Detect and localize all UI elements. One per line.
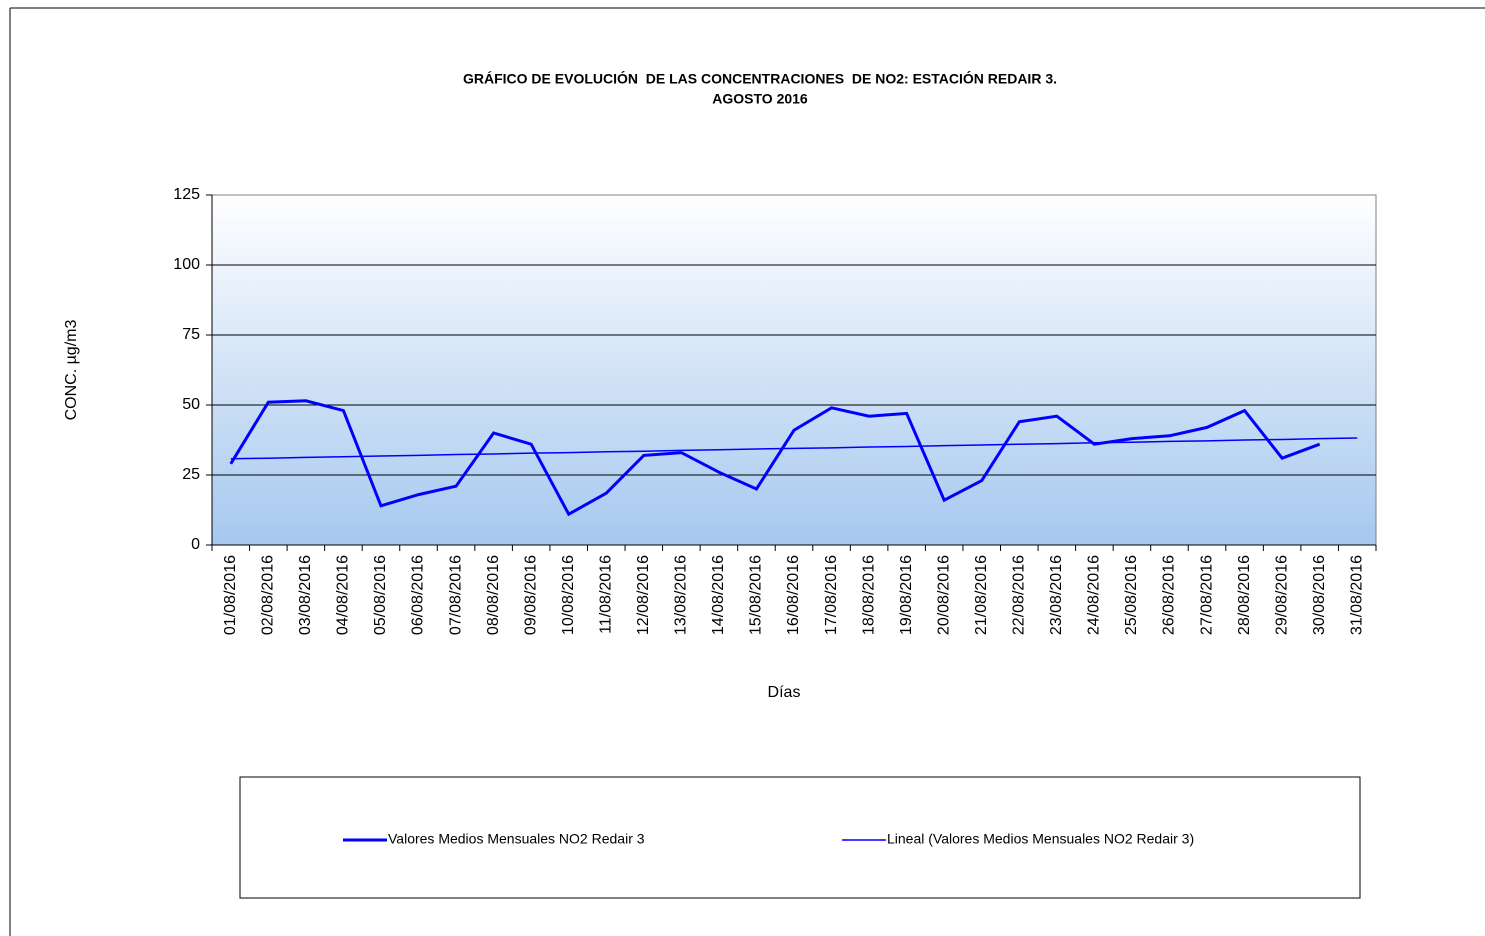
x-tick-label: 02/08/2016 (260, 555, 277, 635)
y-tick-label: 75 (182, 326, 200, 343)
x-axis-label: Días (768, 684, 801, 701)
legend-label: Lineal (Valores Medios Mensuales NO2 Red… (887, 831, 1194, 847)
x-tick-label: 26/08/2016 (1161, 555, 1178, 635)
chart-title: GRÁFICO DE EVOLUCIÓN DE LAS CONCENTRACIO… (463, 70, 1057, 87)
x-tick-label: 28/08/2016 (1236, 555, 1253, 635)
x-tick-label: 27/08/2016 (1198, 555, 1215, 635)
y-tick-label: 0 (191, 536, 200, 553)
x-tick-label: 18/08/2016 (860, 555, 877, 635)
x-tick-label: 07/08/2016 (447, 555, 464, 635)
y-axis-label: CONC. µg/m3 (63, 320, 80, 421)
legend-label: Valores Medios Mensuales NO2 Redair 3 (388, 831, 645, 847)
x-tick-label: 23/08/2016 (1048, 555, 1065, 635)
x-tick-label: 09/08/2016 (522, 555, 539, 635)
x-tick-label: 31/08/2016 (1348, 555, 1365, 635)
plot-area (211, 194, 1377, 546)
x-tick-label: 29/08/2016 (1273, 555, 1290, 635)
legend (239, 776, 1361, 899)
y-tick-label: 25 (182, 466, 200, 483)
x-tick-label: 22/08/2016 (1011, 555, 1028, 635)
y-tick-label: 100 (173, 256, 200, 273)
data-line (229, 399, 1321, 517)
x-tick-label: 17/08/2016 (823, 555, 840, 635)
y-tick-label: 50 (182, 396, 200, 413)
x-tick-label: 21/08/2016 (973, 555, 990, 635)
x-tick-label: 25/08/2016 (1123, 555, 1140, 635)
x-tick-label: 24/08/2016 (1086, 555, 1103, 635)
x-tick-label: 05/08/2016 (372, 555, 389, 635)
x-tick-label: 30/08/2016 (1311, 555, 1328, 635)
x-tick-label: 08/08/2016 (485, 555, 502, 635)
trend-line (230, 437, 1358, 460)
x-tick-label: 13/08/2016 (673, 555, 690, 635)
x-tick-label: 16/08/2016 (785, 555, 802, 635)
x-tick-label: 10/08/2016 (560, 555, 577, 635)
x-tick-label: 19/08/2016 (898, 555, 915, 635)
x-tick-label: 01/08/2016 (222, 555, 239, 635)
x-tick-label: 12/08/2016 (635, 555, 652, 635)
y-tick-label: 125 (173, 186, 200, 203)
x-tick-label: 14/08/2016 (710, 555, 727, 635)
x-tick-label: 11/08/2016 (597, 555, 614, 634)
chart-subtitle: AGOSTO 2016 (712, 91, 808, 107)
x-tick-label: 15/08/2016 (748, 555, 765, 635)
x-tick-label: 04/08/2016 (335, 555, 352, 635)
x-tick-label: 06/08/2016 (410, 555, 427, 635)
x-tick-label: 20/08/2016 (935, 555, 952, 635)
x-tick-label: 03/08/2016 (297, 555, 314, 635)
